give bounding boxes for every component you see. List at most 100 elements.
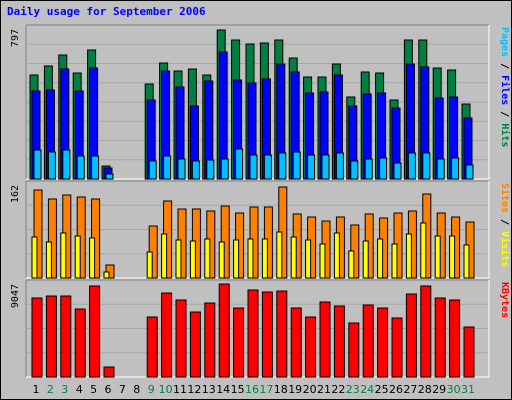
xtick-label-13: 13 xyxy=(202,383,216,396)
bar-pages-day-2 xyxy=(47,151,56,180)
bar-pages-day-19 xyxy=(292,151,301,180)
bar-kbytes-day-26 xyxy=(391,317,403,378)
bar-visits-day-13 xyxy=(204,238,211,279)
bar-pages-day-24 xyxy=(364,158,373,180)
bar-pages-day-5 xyxy=(91,155,100,180)
bar-visits-day-23 xyxy=(348,250,355,279)
bar-kbytes-day-21 xyxy=(319,301,331,378)
bar-kbytes-day-24 xyxy=(362,304,374,378)
bar-visits-day-5 xyxy=(89,237,96,279)
bar-visits-day-17 xyxy=(261,238,268,279)
bar-kbytes-day-29 xyxy=(434,297,446,378)
bar-visits-day-27 xyxy=(405,233,412,279)
legend-item: Sites xyxy=(499,183,511,213)
bar-kbytes-day-14 xyxy=(218,283,230,378)
bar-visits-day-14 xyxy=(218,241,225,279)
bar-pages-day-20 xyxy=(307,154,316,180)
bar-kbytes-day-17 xyxy=(261,291,273,378)
bar-pages-day-4 xyxy=(76,155,85,180)
xtick-label-11: 11 xyxy=(173,383,187,396)
xtick-label-12: 12 xyxy=(187,383,201,396)
bar-pages-day-6 xyxy=(105,173,114,180)
bar-visits-day-3 xyxy=(60,232,67,279)
xtick-label-26: 26 xyxy=(389,383,403,396)
xtick-label-7: 7 xyxy=(119,383,126,396)
legend-hits-files-pages: Pages / Files / Hits xyxy=(499,27,511,147)
xtick-label-17: 17 xyxy=(259,383,273,396)
bar-visits-day-18 xyxy=(276,231,283,279)
bar-pages-day-21 xyxy=(321,154,330,180)
bar-pages-day-1 xyxy=(33,149,42,180)
xtick-label-3: 3 xyxy=(61,383,68,396)
ytick-label: 797 xyxy=(10,29,21,47)
bar-pages-day-16 xyxy=(249,154,258,180)
bar-kbytes-day-12 xyxy=(189,311,201,378)
bar-pages-day-12 xyxy=(191,160,200,180)
bar-pages-day-31 xyxy=(465,164,474,180)
bar-visits-day-10 xyxy=(161,233,168,279)
bar-kbytes-day-5 xyxy=(89,285,101,378)
bar-kbytes-day-16 xyxy=(247,289,259,378)
legend-item: Visits xyxy=(499,231,511,267)
bar-pages-day-15 xyxy=(235,148,244,180)
bar-pages-day-29 xyxy=(436,158,445,180)
xtick-label-20: 20 xyxy=(303,383,317,396)
bar-visits-day-31 xyxy=(463,244,470,279)
bar-visits-day-22 xyxy=(333,232,340,279)
legend-kbytes: KBytes xyxy=(499,282,510,318)
bar-visits-day-2 xyxy=(45,241,52,279)
legend-item: KBytes xyxy=(499,282,510,318)
xtick-label-6: 6 xyxy=(105,383,112,396)
bar-pages-day-23 xyxy=(350,160,359,180)
legend-item: / xyxy=(499,105,510,123)
bar-kbytes-day-11 xyxy=(175,299,187,378)
chart-title: Daily usage for September 2006 xyxy=(7,5,206,18)
bar-visits-day-28 xyxy=(420,222,427,279)
legend-item: Hits xyxy=(499,123,511,147)
bar-kbytes-day-18 xyxy=(276,290,288,378)
xtick-label-19: 19 xyxy=(288,383,302,396)
xtick-label-15: 15 xyxy=(231,383,245,396)
bar-pages-day-3 xyxy=(62,149,71,180)
xtick-label-4: 4 xyxy=(76,383,83,396)
bar-visits-day-1 xyxy=(31,236,38,279)
bar-kbytes-day-4 xyxy=(74,308,86,378)
ytick-label: 162 xyxy=(10,185,21,203)
xtick-label-28: 28 xyxy=(418,383,432,396)
xtick-label-31: 31 xyxy=(461,383,475,396)
bar-kbytes-day-22 xyxy=(333,305,345,378)
bar-visits-day-20 xyxy=(305,239,312,279)
bar-visits-day-25 xyxy=(377,238,384,279)
bar-kbytes-day-6 xyxy=(103,366,115,378)
legend-visits-sites: Sites / Visits xyxy=(499,183,511,267)
bar-kbytes-day-15 xyxy=(233,307,245,378)
bar-kbytes-day-13 xyxy=(204,302,216,378)
xtick-label-25: 25 xyxy=(375,383,389,396)
bar-kbytes-day-1 xyxy=(31,297,43,378)
xtick-label-5: 5 xyxy=(90,383,97,396)
bar-visits-day-4 xyxy=(74,235,81,279)
bar-sites-day-1 xyxy=(33,189,43,279)
bar-pages-day-13 xyxy=(206,159,215,180)
bar-pages-day-26 xyxy=(393,162,402,180)
bar-kbytes-day-25 xyxy=(377,307,389,378)
ytick-label: 9047 xyxy=(10,284,21,308)
bar-pages-day-17 xyxy=(263,154,272,180)
legend-item: / xyxy=(499,213,510,231)
bar-visits-day-12 xyxy=(189,240,196,279)
xtick-label-30: 30 xyxy=(447,383,461,396)
legend-item: / xyxy=(499,57,510,75)
bar-pages-day-9 xyxy=(148,160,157,180)
xtick-label-21: 21 xyxy=(317,383,331,396)
bar-kbytes-day-10 xyxy=(161,292,173,378)
bar-kbytes-day-20 xyxy=(305,316,317,378)
xtick-label-22: 22 xyxy=(331,383,345,396)
bar-visits-day-15 xyxy=(233,239,240,279)
bar-visits-day-24 xyxy=(362,240,369,279)
xtick-label-1: 1 xyxy=(33,383,40,396)
xtick-label-29: 29 xyxy=(432,383,446,396)
legend-item: Pages xyxy=(499,27,510,57)
bar-visits-day-11 xyxy=(175,239,182,279)
bar-kbytes-day-30 xyxy=(449,299,461,378)
xtick-label-23: 23 xyxy=(346,383,360,396)
